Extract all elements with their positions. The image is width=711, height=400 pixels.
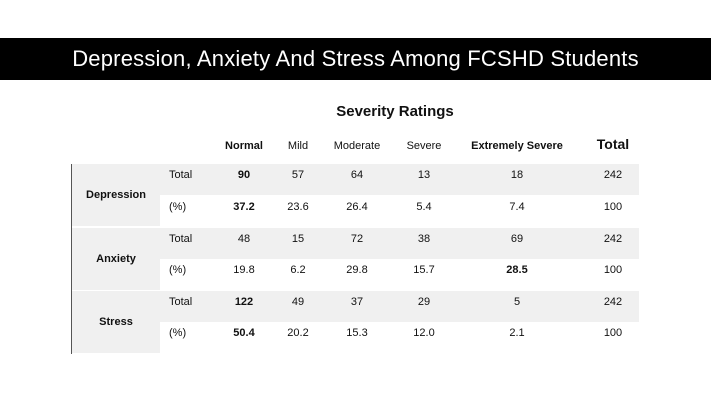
row-stripe	[160, 164, 639, 195]
table-left-border	[71, 164, 72, 354]
table-cell: 15.3	[346, 327, 368, 339]
table-cell: 38	[417, 233, 431, 245]
header-extremely-severe: Extremely Severe	[471, 140, 563, 152]
table-cell: 242	[603, 233, 623, 245]
table-cell: 50.4	[233, 327, 255, 339]
table-cell: 49	[291, 296, 305, 308]
row-label: (%)	[169, 264, 187, 276]
table-cell: 100	[603, 264, 623, 276]
row-label: (%)	[169, 327, 187, 339]
table-cell: 6.2	[290, 264, 306, 276]
header-moderate: Moderate	[333, 140, 381, 152]
table-cell: 69	[510, 233, 524, 245]
table-subtitle: Severity Ratings	[336, 103, 454, 120]
table-cell: 122	[234, 296, 254, 308]
table-cell: 29.8	[346, 264, 368, 276]
table-cell: 29	[417, 296, 431, 308]
table-cell: 90	[237, 169, 251, 181]
table-cell: 5	[513, 296, 521, 308]
table-cell: 12.0	[413, 327, 435, 339]
group-label-anxiety: Anxiety	[72, 228, 160, 290]
row-stripe	[160, 291, 639, 322]
table-cell: 72	[350, 233, 364, 245]
table-cell: 18	[510, 169, 524, 181]
table-cell: 26.4	[346, 201, 368, 213]
table-cell: 64	[350, 169, 364, 181]
slide-title: Depression, Anxiety And Stress Among FCS…	[72, 46, 639, 71]
table-cell: 23.6	[287, 201, 309, 213]
header-severe: Severe	[406, 140, 442, 152]
table-cell: 37.2	[233, 201, 255, 213]
table-cell: 100	[603, 201, 623, 213]
header-total: Total	[596, 136, 630, 152]
table-cell: 100	[603, 327, 623, 339]
row-label: Total	[169, 233, 193, 245]
group-label-depression: Depression	[72, 164, 160, 226]
table-cell: 19.8	[233, 264, 255, 276]
table-cell: 13	[417, 169, 431, 181]
table-cell: 20.2	[287, 327, 309, 339]
header-normal: Normal	[225, 140, 263, 152]
table-cell: 37	[350, 296, 364, 308]
row-label: (%)	[169, 201, 187, 213]
table-cell: 242	[603, 296, 623, 308]
table-cell: 242	[603, 169, 623, 181]
table-cell: 28.5	[506, 264, 528, 276]
row-label: Total	[169, 169, 193, 181]
header-mild: Mild	[287, 140, 309, 152]
title-bar: Depression, Anxiety And Stress Among FCS…	[0, 38, 711, 80]
row-stripe	[160, 228, 639, 259]
table-cell: 57	[291, 169, 305, 181]
table-cell: 15	[291, 233, 305, 245]
table-cell: 7.4	[509, 201, 525, 213]
table-cell: 48	[237, 233, 251, 245]
table-cell: 5.4	[416, 201, 432, 213]
table-cell: 2.1	[509, 327, 525, 339]
table-cell: 15.7	[413, 264, 435, 276]
row-label: Total	[169, 296, 193, 308]
group-label-stress: Stress	[72, 291, 160, 353]
